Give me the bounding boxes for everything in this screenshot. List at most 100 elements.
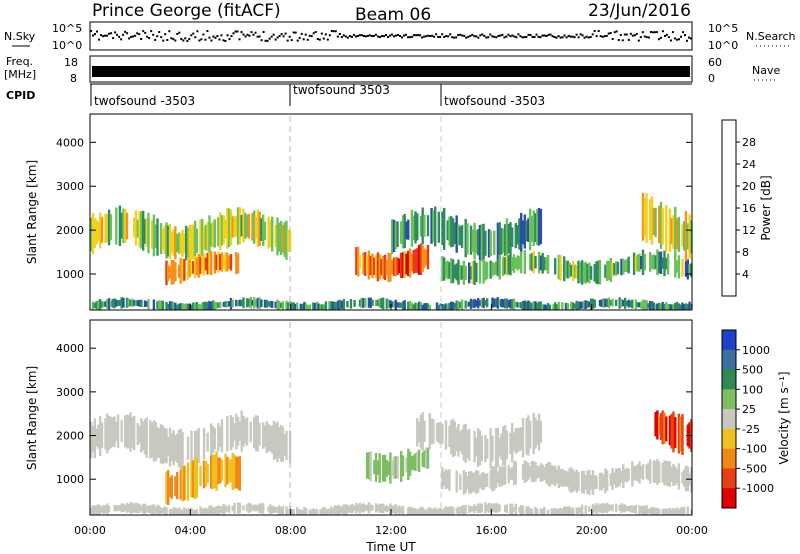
heatmap-cell bbox=[598, 503, 602, 513]
heatmap-cell bbox=[417, 421, 421, 442]
heatmap-cell bbox=[111, 417, 114, 447]
heatmap-cell bbox=[525, 220, 528, 242]
nsky-point bbox=[186, 40, 189, 42]
heatmap-cell bbox=[559, 468, 562, 486]
heatmap-cell bbox=[658, 416, 661, 435]
heatmap-cell bbox=[158, 428, 161, 459]
nsky-point bbox=[641, 31, 644, 34]
heatmap-cell bbox=[557, 508, 560, 515]
heatmap-cell bbox=[188, 259, 191, 278]
heatmap-cell bbox=[382, 255, 385, 279]
heatmap-cell bbox=[464, 423, 467, 463]
heatmap-cell bbox=[620, 258, 623, 276]
heatmap-cell bbox=[362, 503, 365, 513]
heatmap-cell bbox=[272, 420, 276, 460]
heatmap-cell bbox=[403, 214, 406, 249]
colorbar-tick-label: 12 bbox=[742, 224, 756, 237]
heatmap-cell bbox=[498, 254, 501, 280]
heatmap-cell bbox=[177, 232, 181, 254]
nsky-point bbox=[605, 34, 608, 37]
heatmap-cell bbox=[276, 421, 279, 463]
nave-tick-bottom: 0 bbox=[708, 72, 715, 85]
heatmap-cell bbox=[373, 257, 376, 275]
colorbar-block bbox=[722, 330, 736, 351]
nsky-point bbox=[104, 34, 106, 37]
heatmap-cell bbox=[690, 509, 693, 514]
heatmap-cell bbox=[249, 297, 252, 309]
nsky-point bbox=[591, 33, 594, 36]
nsky-point bbox=[557, 35, 560, 38]
nsky-point bbox=[346, 36, 349, 39]
heatmap-cell bbox=[394, 256, 397, 277]
nsky-point bbox=[342, 34, 345, 37]
heatmap-cell bbox=[437, 508, 440, 515]
heatmap-cell bbox=[473, 260, 476, 285]
heatmap-cell bbox=[380, 258, 383, 276]
heatmap-cell bbox=[494, 261, 498, 275]
heatmap-cell bbox=[493, 466, 496, 491]
heatmap-cell bbox=[385, 298, 388, 309]
heatmap-cell bbox=[179, 257, 182, 284]
heatmap-cell bbox=[649, 301, 652, 310]
heatmap-cell bbox=[342, 504, 345, 515]
heatmap-cell bbox=[432, 508, 435, 515]
heatmap-cell bbox=[577, 301, 580, 310]
heatmap-cell bbox=[681, 302, 684, 310]
heatmap-cell bbox=[437, 422, 440, 443]
heatmap-cell bbox=[627, 256, 630, 274]
heatmap-cell bbox=[152, 504, 156, 515]
heatmap-cell bbox=[161, 300, 165, 310]
y-tick-label: 3000 bbox=[56, 386, 84, 399]
heatmap-cell bbox=[134, 299, 138, 307]
heatmap-cell bbox=[484, 230, 487, 256]
heatmap-cell bbox=[193, 430, 197, 463]
heatmap-cell bbox=[564, 302, 568, 310]
heatmap-cell bbox=[245, 214, 249, 238]
heatmap-cell bbox=[543, 257, 546, 271]
heatmap-cell bbox=[254, 415, 258, 452]
heatmap-cell bbox=[586, 263, 589, 282]
heatmap-cell bbox=[322, 304, 326, 310]
heatmap-cell bbox=[607, 297, 611, 308]
heatmap-cell bbox=[165, 222, 168, 259]
heatmap-cell bbox=[604, 503, 607, 513]
heatmap-cell bbox=[158, 300, 161, 310]
nsky-point bbox=[340, 36, 343, 39]
nsky-point bbox=[330, 30, 333, 32]
heatmap-cell bbox=[265, 421, 268, 454]
heatmap-cell bbox=[387, 461, 390, 475]
heatmap-cell bbox=[629, 300, 632, 308]
heatmap-cell bbox=[586, 300, 589, 308]
nsky-point bbox=[589, 36, 592, 38]
nsky-point bbox=[565, 36, 568, 39]
heatmap-cell bbox=[154, 422, 157, 462]
heatmap-cell bbox=[360, 504, 363, 512]
heatmap-cell bbox=[143, 419, 147, 455]
heatmap-cell bbox=[629, 505, 632, 513]
heatmap-cell bbox=[507, 223, 510, 254]
heatmap-cell bbox=[545, 257, 548, 271]
heatmap-cell bbox=[421, 507, 424, 515]
heatmap-cell bbox=[453, 303, 457, 309]
nsky-point bbox=[461, 34, 464, 37]
heatmap-cell bbox=[170, 301, 173, 310]
heatmap-cell bbox=[489, 503, 492, 513]
heatmap-cell bbox=[455, 470, 458, 493]
nsky-point bbox=[332, 30, 335, 33]
nsky-point bbox=[338, 33, 341, 35]
heatmap-cell bbox=[557, 301, 560, 310]
heatmap-cell bbox=[208, 300, 211, 310]
heatmap-cell bbox=[242, 415, 245, 447]
heatmap-cell bbox=[421, 304, 424, 310]
heatmap-cell bbox=[469, 298, 473, 309]
heatmap-cell bbox=[579, 507, 582, 513]
heatmap-cell bbox=[192, 302, 195, 310]
heatmap-cell bbox=[107, 298, 111, 310]
heatmap-cell bbox=[179, 232, 182, 254]
heatmap-cell bbox=[502, 299, 505, 308]
heatmap-cell bbox=[385, 459, 388, 477]
heatmap-cell bbox=[417, 508, 421, 515]
heatmap-cell bbox=[507, 465, 510, 484]
heatmap-cell bbox=[507, 300, 510, 308]
heatmap-cell bbox=[394, 504, 397, 515]
